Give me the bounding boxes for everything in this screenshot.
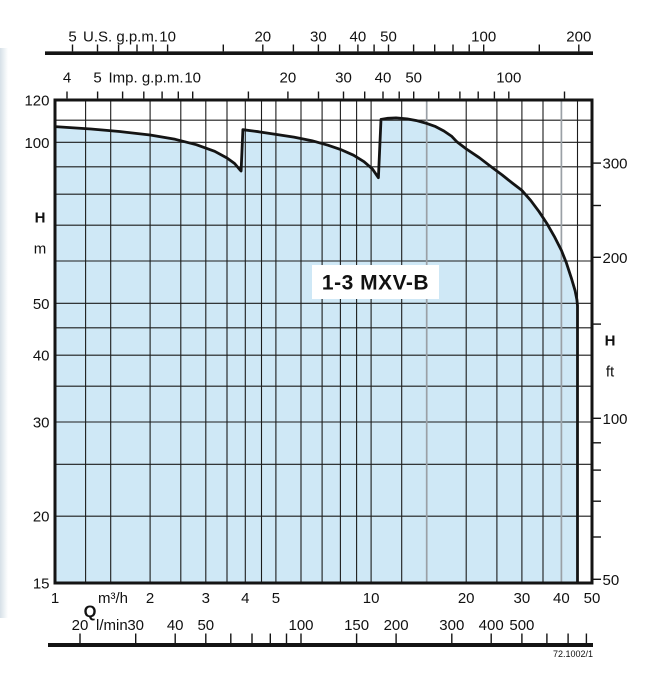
us-gpm-tick-label: 20 <box>254 29 271 46</box>
bottom-m3h-tick-label: 5 <box>272 590 280 607</box>
right-axis-tick-label: 300 <box>603 156 628 173</box>
series-title-box <box>312 265 439 299</box>
us-gpm-tick-label: 50 <box>380 29 397 46</box>
drawing-number: 72.1002/1 <box>553 649 593 659</box>
imp-gpm-tick-label: 100 <box>496 70 521 87</box>
lmin-tick-label: 100 <box>288 617 313 634</box>
chart-underlay <box>55 100 592 584</box>
left-axis-head-symbol: H <box>35 210 46 227</box>
us-gpm-tick-label: 200 <box>566 29 591 46</box>
imp-gpm-axis-title: Imp. g.p.m. <box>108 70 183 87</box>
imp-gpm-tick-label: 20 <box>280 70 297 87</box>
bottom-m3h-tick-label: 4 <box>241 590 249 607</box>
right-axis-unit-label: ft <box>606 364 615 381</box>
us-gpm-axis-title: U.S. g.p.m. <box>83 29 158 46</box>
bottom-m3h-tick-label: 1 <box>51 590 59 607</box>
series-title: 1-3 MXV-B <box>322 272 429 295</box>
lmin-tick-label: 400 <box>479 617 504 634</box>
left-axis-unit-label: m <box>34 241 47 258</box>
operating-envelope-fill <box>55 117 578 584</box>
flow-unit-m3h-label: m³/h <box>98 590 128 607</box>
bottom-m3h-tick-label: 40 <box>553 590 570 607</box>
left-axis-tick-label: 120 <box>24 93 49 110</box>
lmin-tick-label: 50 <box>197 617 214 634</box>
bottom-m3h-tick-label: 2 <box>146 590 154 607</box>
flow-symbol-label: Q <box>84 603 97 621</box>
page-edge-shadow <box>0 48 8 618</box>
operating-envelope-curve <box>53 116 579 585</box>
lmin-tick-label: 150 <box>344 617 369 634</box>
lmin-tick-label: 500 <box>509 617 534 634</box>
right-axis-tick-label: 200 <box>603 250 628 267</box>
plot-frame <box>53 98 594 585</box>
us-gpm-tick-label: 40 <box>350 29 367 46</box>
left-axis-tick-label: 30 <box>33 415 50 432</box>
lmin-tick-label: 30 <box>127 617 144 634</box>
right-axis-tick-label: 100 <box>603 411 628 428</box>
left-axis-tick-label: 15 <box>33 576 50 593</box>
bottom-m3h-tick-label: 10 <box>363 590 380 607</box>
bottom-m3h-tick-label: 30 <box>514 590 531 607</box>
flow-unit-lmin-label: l/min <box>96 617 128 634</box>
us-gpm-tick-label: 100 <box>471 29 496 46</box>
left-axis-tick-label: 50 <box>33 296 50 313</box>
bottom-m3h-tick-label: 50 <box>584 590 601 607</box>
lmin-tick-label: 300 <box>439 617 464 634</box>
bottom-m3h-tick-label: 3 <box>202 590 210 607</box>
bottom-m3h-tick-label: 20 <box>458 590 475 607</box>
us-gpm-tick-label: 10 <box>159 29 176 46</box>
imp-gpm-tick-label: 50 <box>405 70 422 87</box>
left-axis-tick-label: 40 <box>33 348 50 365</box>
us-gpm-tick-label: 30 <box>310 29 327 46</box>
imp-gpm-tick-label: 10 <box>184 70 201 87</box>
imp-gpm-tick-label: 30 <box>335 70 352 87</box>
right-axis-tick-label: 50 <box>603 572 620 589</box>
imp-gpm-tick-label: 4 <box>63 70 71 87</box>
left-axis-tick-label: 100 <box>24 135 49 152</box>
us-gpm-tick-label: 5 <box>68 29 76 46</box>
right-axis-head-symbol: H <box>605 333 616 350</box>
lmin-tick-label: 20 <box>72 617 89 634</box>
imp-gpm-tick-label: 5 <box>93 70 101 87</box>
lmin-tick-label: 40 <box>167 617 184 634</box>
left-axis-tick-label: 20 <box>33 509 50 526</box>
lmin-tick-label: 200 <box>384 617 409 634</box>
imp-gpm-tick-label: 40 <box>375 70 392 87</box>
